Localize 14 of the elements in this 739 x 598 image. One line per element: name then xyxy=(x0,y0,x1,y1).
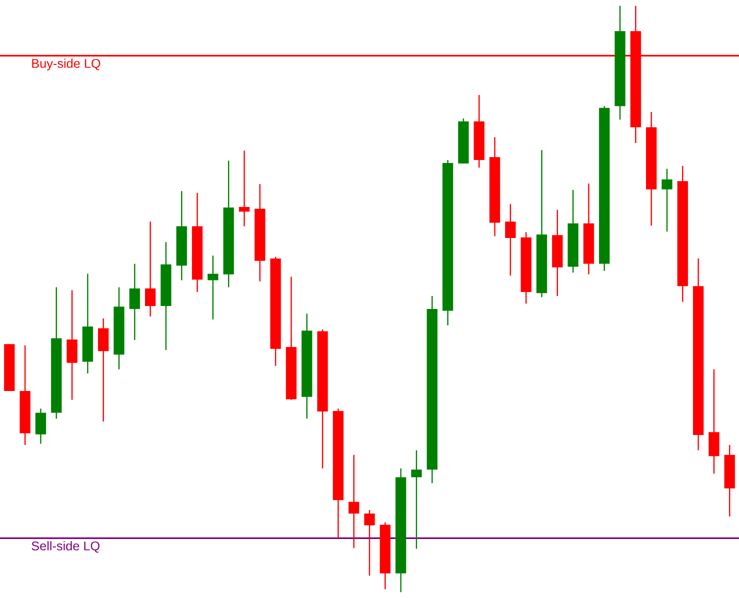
candlestick xyxy=(66,290,78,400)
candlestick xyxy=(238,150,250,227)
candlestick xyxy=(144,221,156,318)
candlestick xyxy=(35,408,46,444)
candlestick xyxy=(98,318,109,422)
candlestick xyxy=(662,168,672,232)
candlestick xyxy=(364,509,375,576)
candlestick xyxy=(505,203,516,276)
candlestick xyxy=(208,255,218,320)
ref-line-label: Sell-side LQ xyxy=(32,541,100,553)
candlestick xyxy=(129,263,140,341)
candlestick xyxy=(411,450,422,550)
candlestick xyxy=(348,454,360,549)
ref-line-label: Buy-side LQ xyxy=(32,58,100,70)
